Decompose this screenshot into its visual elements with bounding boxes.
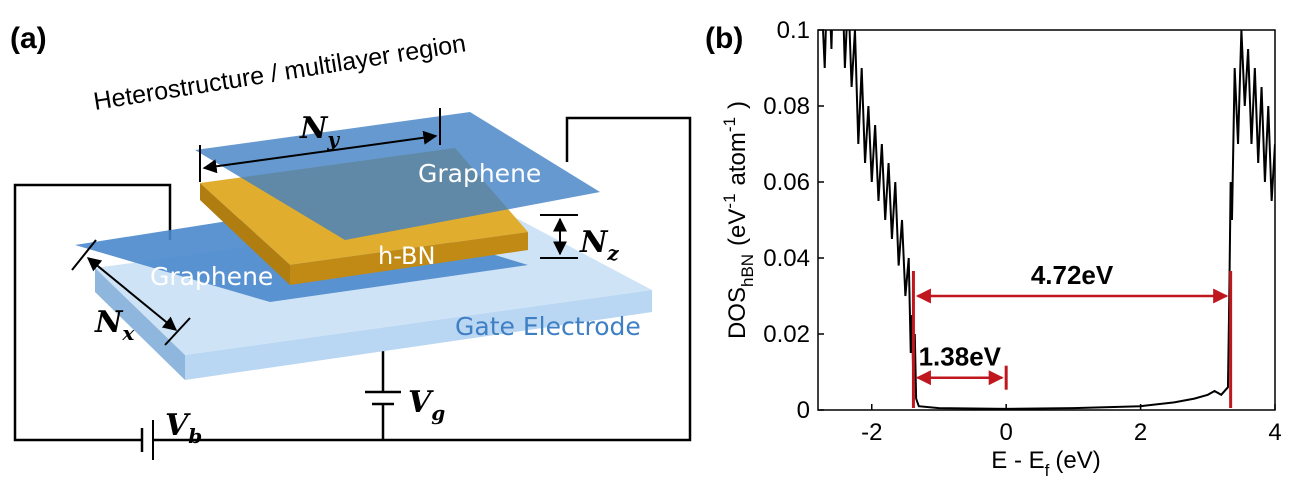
- hbn-front: [290, 232, 528, 285]
- subscript: b: [188, 424, 202, 448]
- nx-label: Nx: [94, 305, 135, 345]
- layer-label: h-BN: [378, 242, 435, 270]
- symbol: N: [579, 225, 609, 260]
- plot-frame: [817, 29, 1276, 411]
- x-axis-label: E - Ef (eV): [991, 447, 1100, 480]
- symbol: N: [299, 111, 329, 146]
- symbol: V: [408, 385, 434, 420]
- x-tick-label: 4: [1268, 419, 1281, 446]
- x-tick-label: 2: [1134, 419, 1147, 446]
- y-tick-label: 0.04: [763, 245, 810, 272]
- vb-label: Vb: [165, 408, 202, 448]
- y-axis-label: DOShBN(eV-1atom-1): [720, 101, 757, 339]
- gap-label: 4.72eV: [1031, 260, 1114, 290]
- dimensions: [71, 108, 578, 346]
- subscript: z: [606, 241, 619, 265]
- main: DOS: [724, 287, 751, 339]
- unit: (eV: [724, 209, 751, 246]
- subscript: f: [1045, 461, 1050, 480]
- subscript: hBN: [738, 254, 757, 287]
- superscript: -1: [720, 117, 739, 132]
- x-tick-label: -2: [861, 419, 882, 446]
- y-tick-label: 0.1: [777, 17, 810, 44]
- panel-label: (a): [10, 22, 47, 55]
- symbol: V: [165, 408, 191, 443]
- diagram-title: Heterostructure / multilayer region: [92, 29, 468, 116]
- y-tick-label: 0: [797, 397, 810, 424]
- y-tick-label: 0.08: [763, 93, 810, 120]
- unit: atom: [724, 132, 751, 185]
- subscript: y: [326, 127, 340, 151]
- panel-b: (b) DOShBN(eV-1atom-1) E - Ef (eV) 00.020…: [705, 17, 1282, 480]
- substrate-front: [185, 290, 652, 380]
- unit: ): [724, 101, 751, 109]
- superscript: -1: [720, 193, 739, 208]
- substrate-label: Gate Electrode: [455, 312, 641, 341]
- subscript: x: [121, 321, 135, 345]
- dos-line: [822, 30, 1275, 410]
- unit: (eV): [1055, 447, 1100, 474]
- x-tick-label: 0: [999, 419, 1012, 446]
- nz-label: Nz: [579, 225, 619, 265]
- main: E - E: [991, 447, 1044, 474]
- panel-label: (b): [705, 22, 743, 55]
- layer-label: Graphene: [150, 262, 273, 291]
- y-tick-label: 0.02: [763, 321, 810, 348]
- gap-label: 1.38eV: [919, 342, 1002, 372]
- panel-a: (a) Heterostructure / multilayer region …: [10, 22, 692, 460]
- symbol: N: [94, 305, 124, 340]
- hbn-side: [200, 183, 290, 285]
- layer-label: Graphene: [418, 159, 541, 188]
- ny-label: Ny: [299, 111, 340, 151]
- circuit: [13, 116, 692, 460]
- vg-label: Vg: [408, 385, 445, 425]
- y-tick-label: 0.06: [763, 169, 810, 196]
- subscript: g: [431, 401, 445, 425]
